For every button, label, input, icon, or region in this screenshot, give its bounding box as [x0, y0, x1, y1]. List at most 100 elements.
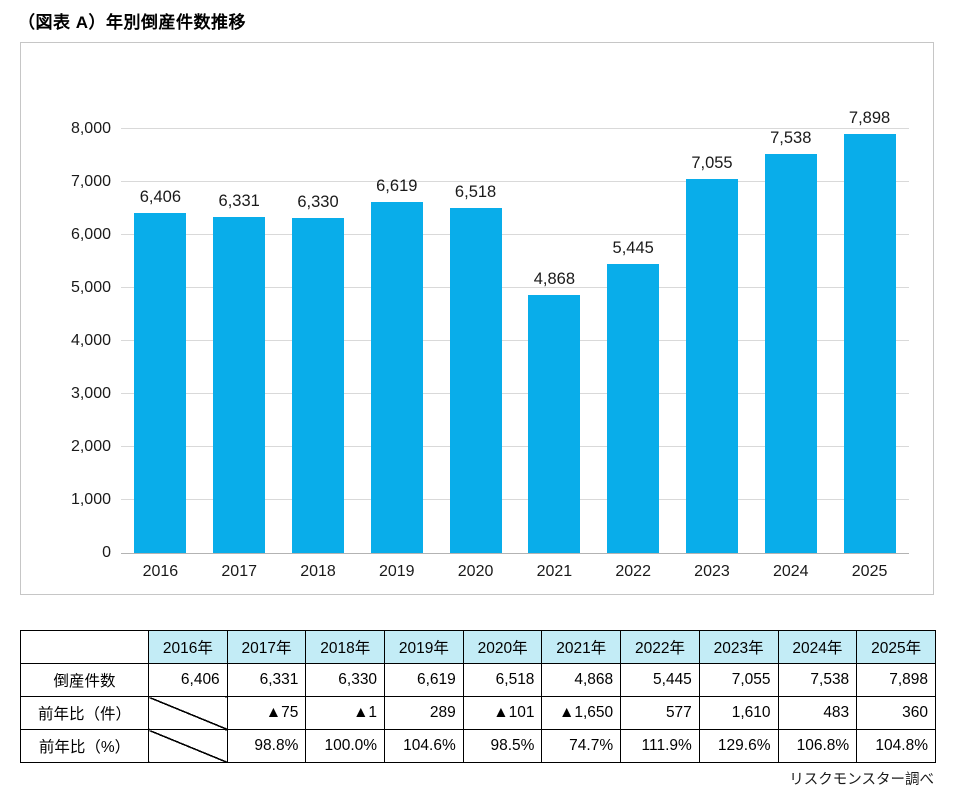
source-note: リスクモンスター調べ [789, 772, 934, 788]
table-cell: 7,055 [698, 663, 779, 697]
table-cell: 289 [384, 696, 464, 730]
table-cell: 6,406 [148, 663, 228, 697]
table-cell: ▲1,650 [541, 696, 622, 730]
y-tick-label: 7,000 [70, 173, 111, 190]
table-cell: 577 [620, 696, 700, 730]
bar-slot: 5,445 [594, 129, 673, 553]
y-tick-label: 3,000 [70, 385, 111, 402]
x-tick-label: 2023 [694, 563, 730, 580]
table-cell: 100.0% [305, 729, 386, 763]
table-cell: 483 [777, 696, 858, 730]
bar-value-label: 6,518 [454, 182, 497, 201]
table-cell: ▲101 [462, 696, 543, 730]
table-header-row: 2016年 2017年 2018年 2019年 2020年 2021年 2022年 2023年… [20, 630, 936, 664]
table-year-header: 2021年 [541, 630, 622, 664]
y-tick-label: 4,000 [70, 332, 111, 349]
table-row: 倒産件数 6,406 6,331 6,330 6,619 6,518 4,868 5,445 7… [20, 663, 936, 697]
table-cell-diagonal [148, 696, 228, 730]
gridline [121, 393, 909, 394]
gridline [121, 234, 909, 235]
table-cell: 5,445 [620, 663, 700, 697]
bar-slot: 7,538 [751, 129, 830, 553]
bar-value-label: 6,331 [218, 192, 260, 211]
table-cell: 7,538 [777, 663, 858, 697]
bar-slot: 6,330 [279, 129, 358, 553]
bar [134, 213, 187, 553]
bar [213, 217, 266, 553]
table-row: 前年比（%） 98.8% 100.0% 104.6% 98.5% 74.7% 111.9% 1… [20, 729, 936, 763]
gridline [121, 499, 909, 500]
x-tick-label: 2018 [300, 563, 336, 580]
x-axis-labels: 2016 2017 2018 2019 2020 2021 2022 2023 2024 2025 [121, 563, 909, 581]
bar-slot: 7,898 [830, 109, 909, 553]
table-year-header: 2022年 [620, 630, 700, 664]
x-tick-label: 2019 [378, 563, 415, 580]
bar-chart: 0 1,000 2,000 3,000 4,000 5,000 6,000 7,000 8,00… [20, 42, 934, 595]
table-row-label: 前年比（件） [20, 696, 149, 730]
bar-slot: 6,331 [200, 129, 279, 553]
table-cell: 1,610 [698, 696, 779, 730]
table-cell: 360 [856, 696, 936, 730]
y-tick-label: 2,000 [70, 438, 111, 455]
table-cell: 98.5% [462, 729, 543, 763]
table-row: 前年比（件） ▲75 ▲1 289 ▲101 ▲1,650 577 1,610 483 360 [20, 696, 936, 730]
x-tick-label: 2017 [221, 563, 257, 580]
y-tick-label: 5,000 [70, 279, 111, 296]
bar-value-label: 6,406 [139, 188, 182, 207]
x-tick-label: 2021 [536, 563, 573, 580]
x-tick-label: 2025 [851, 563, 888, 580]
table-body: 倒産件数 6,406 6,331 6,330 6,619 6,518 4,868 5,445 7… [20, 663, 936, 763]
bar [764, 153, 817, 553]
gridline [121, 446, 909, 447]
bar-value-label: 6,330 [297, 192, 339, 211]
table-cell: ▲1 [305, 696, 386, 730]
bar-value-label: 5,445 [612, 239, 654, 258]
y-tick-label: 8,000 [70, 120, 111, 137]
table-cell: 6,619 [384, 663, 464, 697]
y-tick-label: 1,000 [70, 491, 111, 508]
table-year-header: 2016年 [148, 630, 228, 664]
bar [528, 295, 581, 553]
table-cell: 6,331 [226, 663, 307, 697]
table-cell: 104.6% [384, 729, 464, 763]
gridline [121, 287, 909, 288]
y-tick-label: 6,000 [70, 226, 111, 243]
bar [685, 179, 738, 553]
table-cell-diagonal [148, 729, 228, 763]
y-tick-label: 0 [102, 544, 111, 561]
table-year-header: 2019年 [384, 630, 464, 664]
bar-slot: 6,619 [357, 129, 436, 553]
table-year-header: 2020年 [462, 630, 543, 664]
table-cell: 6,518 [462, 663, 543, 697]
bar [843, 134, 896, 553]
gridline [121, 181, 909, 182]
bar-slot: 6,518 [436, 129, 515, 553]
bar-slot: 6,406 [121, 129, 200, 553]
bar-slot: 7,055 [673, 129, 752, 553]
table-cell: 106.8% [777, 729, 858, 763]
table-year-header: 2017年 [226, 630, 307, 664]
bar-value-label: 6,619 [376, 177, 418, 196]
bar-value-label: 7,055 [691, 154, 733, 173]
table-year-header: 2018年 [305, 630, 386, 664]
table-cell: 129.6% [698, 729, 779, 763]
bar-value-label: 7,538 [770, 128, 812, 147]
page-title: （図表 A）年別倒産件数推移 [18, 13, 246, 32]
table-row-label: 前年比（%） [20, 729, 149, 763]
x-tick-label: 2016 [142, 563, 179, 580]
gridline [121, 340, 909, 341]
table-cell: 7,898 [856, 663, 936, 697]
x-axis-line [121, 553, 909, 554]
bar [607, 264, 660, 553]
table-year-header: 2024年 [777, 630, 858, 664]
bar-value-label: 7,898 [848, 109, 891, 128]
bars: 6,406 6,331 6,330 6,619 6,518 4,868 5,445 7,055… [121, 109, 909, 553]
table-cell: 98.8% [226, 729, 307, 763]
x-tick-label: 2020 [457, 563, 494, 580]
table-cell: ▲75 [226, 696, 307, 730]
bar-value-label: 4,868 [533, 270, 576, 288]
x-tick-label: 2024 [772, 563, 809, 580]
summary-table: 2016年 2017年 2018年 2019年 2020年 2021年 2022年 2023年… [20, 630, 936, 763]
bar [370, 202, 423, 553]
table-year-header: 2025年 [856, 630, 936, 664]
